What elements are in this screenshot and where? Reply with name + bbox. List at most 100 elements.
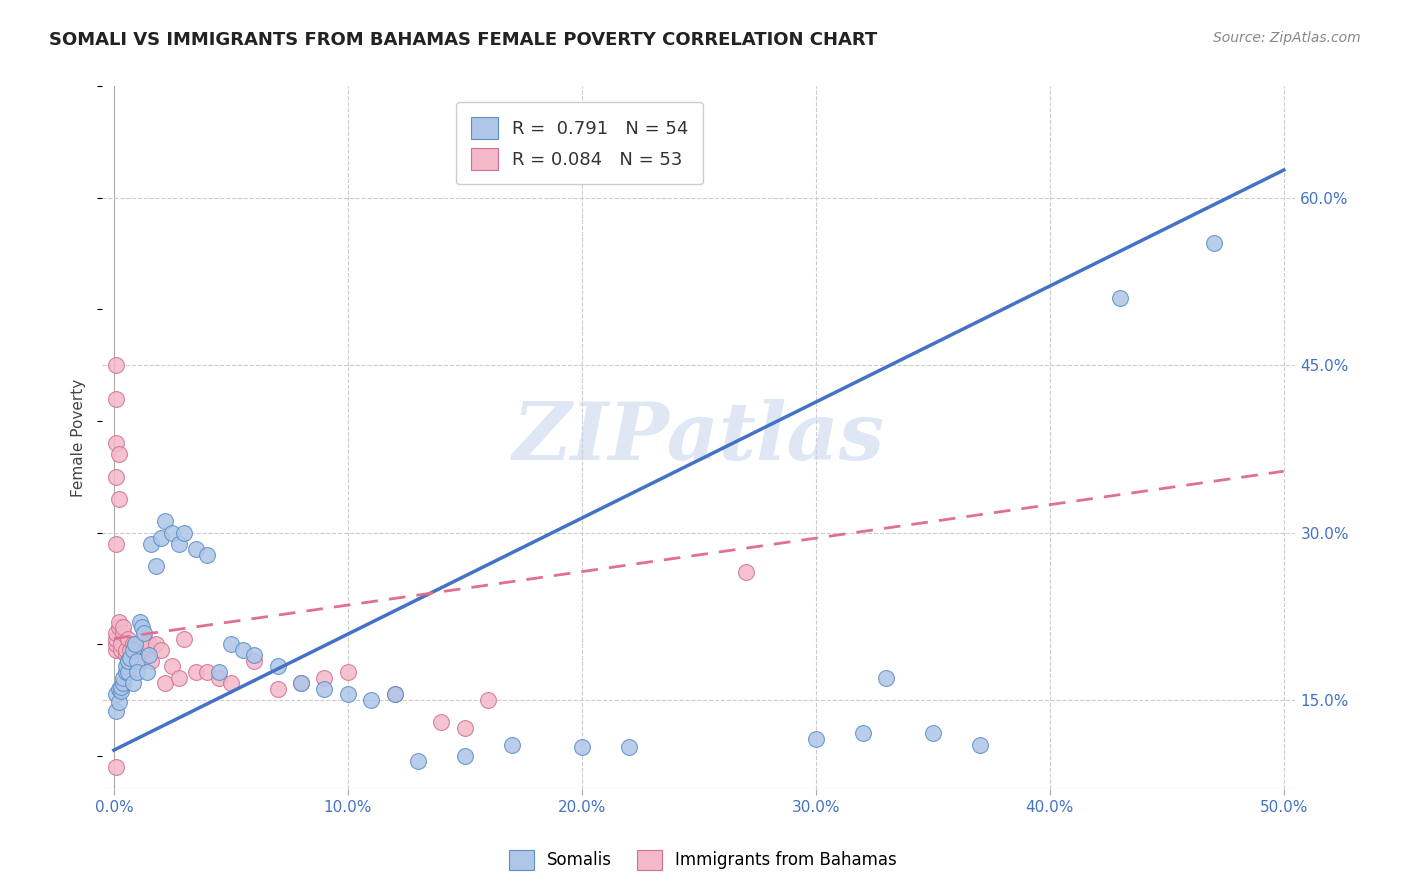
Point [105,358,128,372]
Point [336,687,359,701]
Point [131,654,153,668]
Point [120,654,142,668]
Point [128,615,150,629]
Point [107,681,129,696]
Point [138,637,160,651]
Point [267,681,290,696]
Point [169,671,191,685]
Point [243,648,266,663]
Point [112,620,135,634]
Point [173,632,195,646]
Point [112,676,135,690]
Point [197,548,219,562]
Point [121,637,143,651]
Point [162,659,184,673]
Point [314,681,336,696]
Point [145,559,167,574]
Point [121,642,143,657]
Point [149,531,172,545]
Point [107,448,129,462]
Point [184,542,207,557]
Point [121,676,143,690]
Point [197,665,219,679]
Point [360,693,382,707]
Point [921,726,943,740]
Point [114,642,136,657]
Point [105,632,128,646]
Point [430,715,453,730]
Point [105,642,128,657]
Point [114,665,136,679]
Point [208,665,231,679]
Point [290,676,312,690]
Point [114,659,136,673]
Point [384,687,406,701]
Point [169,537,191,551]
Point [134,632,156,646]
Point [110,642,132,657]
Point [734,565,756,579]
Point [232,642,254,657]
Point [162,525,184,540]
Point [477,693,499,707]
Point [406,754,429,768]
Point [105,687,128,701]
Point [145,637,167,651]
Point [267,659,290,673]
Point [219,676,242,690]
Point [155,515,177,529]
Point [117,632,139,646]
Point [617,739,640,754]
Point [127,654,149,668]
Point [138,648,160,663]
Point [135,642,157,657]
Point [112,671,135,685]
Point [128,637,150,651]
Point [127,665,149,679]
Text: SOMALI VS IMMIGRANTS FROM BAHAMAS FEMALE POVERTY CORRELATION CHART: SOMALI VS IMMIGRANTS FROM BAHAMAS FEMALE… [49,31,877,49]
Point [290,676,312,690]
Point [105,704,128,718]
Legend: Somalis, Immigrants from Bahamas: Somalis, Immigrants from Bahamas [502,843,904,877]
Point [105,436,128,450]
Point [875,671,897,685]
Text: Source: ZipAtlas.com: Source: ZipAtlas.com [1213,31,1361,45]
Point [384,687,406,701]
Point [124,648,146,663]
Point [114,648,136,663]
Point [107,492,129,507]
Point [1109,291,1132,305]
Point [135,665,157,679]
Point [141,537,163,551]
Point [184,665,207,679]
Y-axis label: Female Poverty: Female Poverty [72,378,86,497]
Point [127,642,149,657]
Point [852,726,875,740]
Point [314,671,336,685]
Point [105,392,128,406]
Point [120,650,142,665]
Point [105,760,128,774]
Text: ZIPatlas: ZIPatlas [513,399,884,476]
Point [149,642,172,657]
Point [124,637,146,651]
Point [336,665,359,679]
Point [107,620,129,634]
Point [1202,235,1225,250]
Point [219,637,242,651]
Point [105,537,128,551]
Point [105,626,128,640]
Legend: R =  0.791   N = 54, R = 0.084   N = 53: R = 0.791 N = 54, R = 0.084 N = 53 [456,103,703,185]
Point [117,654,139,668]
Point [110,680,132,694]
Point [501,738,523,752]
Point [117,654,139,668]
Point [112,626,135,640]
Point [134,626,156,640]
Point [969,738,991,752]
Point [804,731,827,746]
Point [173,525,195,540]
Point [141,654,163,668]
Point [107,615,129,629]
Point [117,665,139,679]
